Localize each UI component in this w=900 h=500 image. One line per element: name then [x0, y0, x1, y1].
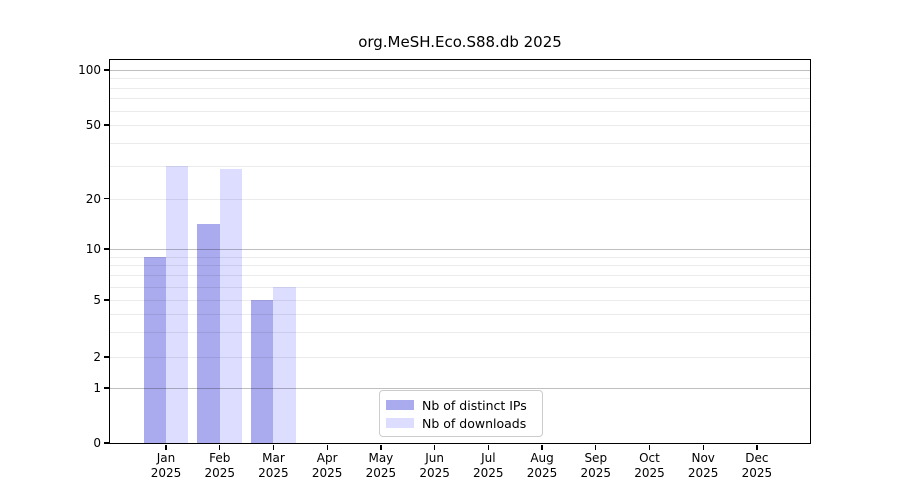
bar-downloads-jan [166, 165, 189, 443]
y-tick [103, 442, 109, 444]
x-tick-label: Jun 2025 [419, 451, 450, 480]
minor-gridline [110, 78, 810, 80]
minor-gridline [110, 256, 810, 258]
x-tick-label: Nov 2025 [687, 451, 719, 480]
minor-gridline [110, 87, 810, 89]
y-tick [103, 197, 109, 200]
y-tick [103, 248, 109, 250]
x-tick-label: Apr 2025 [311, 451, 343, 480]
x-tick [756, 444, 758, 450]
x-tick [541, 444, 543, 450]
minor-gridline [110, 142, 810, 144]
y-tick [103, 299, 109, 301]
minor-gridline [110, 331, 810, 333]
y-tick-label: 50 [85, 118, 101, 132]
major-gridline [110, 388, 810, 389]
major-gridline [110, 249, 810, 250]
x-tick [219, 444, 221, 450]
y-tick-label: 100 [78, 63, 101, 77]
x-tick-label: Aug 2025 [526, 451, 558, 480]
bar-distinct-ips-mar [251, 300, 274, 443]
legend-swatch-downloads-icon [386, 418, 414, 428]
x-tick [433, 444, 436, 450]
minor-gridline [110, 265, 810, 267]
y-tick-label: 5 [93, 293, 101, 307]
x-tick [487, 444, 489, 450]
legend-item-distinct-ips: Nb of distinct IPs [386, 397, 534, 414]
y-tick-label: 20 [85, 191, 101, 206]
bar-downloads-mar [273, 286, 296, 443]
legend-label-distinct-ips: Nb of distinct IPs [422, 397, 527, 413]
y-tick-label: 2 [93, 350, 101, 364]
y-tick-label: 1 [93, 381, 101, 395]
x-tick-label: Jul 2025 [473, 451, 504, 480]
y-tick [103, 69, 109, 71]
x-tick-label: Feb 2025 [204, 451, 235, 480]
y-tick-label: 0 [93, 436, 101, 450]
bar-downloads-feb [219, 168, 243, 443]
legend: Nb of distinct IPs Nb of downloads [379, 390, 543, 437]
x-tick-label: Jan 2025 [150, 451, 182, 480]
legend-item-downloads: Nb of downloads [386, 415, 534, 432]
minor-gridline [110, 300, 810, 301]
bar-distinct-ips-feb [197, 224, 220, 443]
x-tick-label: Dec 2025 [741, 451, 773, 480]
x-tick-label: Mar 2025 [258, 451, 289, 480]
minor-gridline [110, 98, 810, 100]
chart-title: org.MeSH.Eco.S88.db 2025 [358, 33, 562, 51]
minor-gridline [110, 198, 810, 200]
legend-label-downloads: Nb of downloads [422, 415, 527, 431]
x-tick [595, 444, 597, 450]
minor-gridline [110, 313, 810, 315]
minor-gridline [110, 357, 810, 358]
y-tick [103, 356, 109, 358]
minor-gridline [110, 275, 810, 277]
y-tick [103, 124, 109, 126]
minor-gridline [110, 110, 810, 112]
legend-swatch-distinct-ips-icon [386, 400, 414, 410]
x-tick-label: May 2025 [365, 451, 397, 480]
x-tick [648, 444, 651, 450]
minor-gridline [110, 165, 810, 167]
y-tick [103, 387, 109, 389]
minor-gridline [110, 125, 810, 126]
x-tick [380, 444, 382, 450]
bar-distinct-ips-jan [143, 256, 166, 443]
plot-area [110, 60, 810, 443]
x-tick-label: Sep 2025 [580, 451, 612, 480]
x-tick [326, 444, 328, 450]
minor-gridline [110, 286, 810, 288]
x-tick [272, 444, 275, 450]
x-tick [702, 444, 704, 450]
x-tick [165, 444, 167, 450]
x-tick-label: Oct 2025 [634, 451, 665, 480]
major-gridline [110, 70, 810, 71]
y-tick-label: 10 [85, 242, 101, 256]
